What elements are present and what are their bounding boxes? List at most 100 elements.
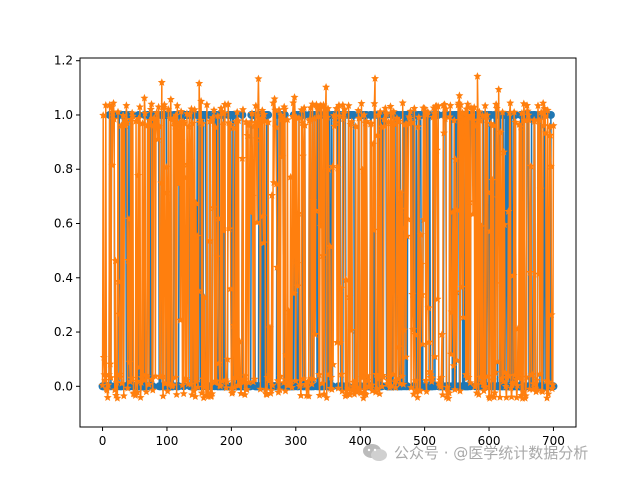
y-tick-label: 0.2 bbox=[54, 325, 73, 339]
predicted-point bbox=[534, 269, 543, 278]
predicted-point bbox=[421, 376, 430, 384]
predicted-point bbox=[483, 110, 492, 119]
predicted-point bbox=[109, 98, 118, 107]
predicted-point bbox=[367, 380, 376, 389]
predicted-point bbox=[219, 226, 228, 235]
predicted-point bbox=[389, 370, 398, 378]
predicted-point bbox=[410, 104, 419, 112]
series-predicted bbox=[98, 72, 558, 402]
predicted-point bbox=[315, 391, 324, 399]
predicted-point bbox=[162, 162, 171, 171]
predicted-point bbox=[177, 136, 186, 145]
predicted-point bbox=[219, 120, 227, 129]
predicted-point bbox=[543, 393, 552, 402]
predicted-point bbox=[448, 270, 457, 278]
predicted-point bbox=[127, 374, 136, 382]
y-tick-label: 1.0 bbox=[54, 108, 73, 122]
predicted-point bbox=[351, 377, 360, 386]
predicted-point bbox=[354, 106, 363, 114]
predicted-point bbox=[502, 393, 511, 401]
predicted-point bbox=[247, 206, 256, 215]
predicted-point bbox=[547, 310, 556, 319]
predicted-point bbox=[115, 370, 124, 378]
predicted-point bbox=[522, 372, 531, 381]
x-tick-label: 600 bbox=[478, 434, 501, 448]
predicted-point bbox=[396, 188, 405, 197]
predicted-point bbox=[528, 370, 537, 378]
predicted-point bbox=[359, 393, 368, 402]
predicted-point bbox=[432, 145, 441, 154]
predicted-point bbox=[401, 352, 410, 361]
predicted-point bbox=[398, 98, 407, 107]
predicted-point bbox=[98, 381, 107, 389]
predicted-point bbox=[200, 377, 209, 386]
predicted-point bbox=[297, 105, 306, 114]
predicted-point bbox=[251, 101, 260, 110]
predicted-point bbox=[445, 388, 454, 397]
predicted-point bbox=[125, 358, 134, 366]
predicted-point bbox=[116, 373, 125, 381]
predicted-point bbox=[379, 373, 388, 381]
predicted-point bbox=[369, 225, 378, 234]
predicted-point bbox=[360, 110, 369, 119]
predicted-point bbox=[180, 118, 189, 127]
predicted-point bbox=[438, 330, 447, 338]
predicted-point bbox=[520, 116, 529, 124]
predicted-point bbox=[244, 378, 253, 386]
predicted-point bbox=[213, 111, 222, 120]
predicted-point bbox=[445, 112, 454, 121]
predicted-point bbox=[324, 165, 333, 174]
predicted-point bbox=[509, 271, 518, 279]
x-tick-label: 300 bbox=[284, 434, 307, 448]
predicted-point bbox=[99, 111, 108, 119]
predicted-point bbox=[103, 393, 112, 401]
predicted-point bbox=[132, 377, 141, 385]
predicted-point bbox=[543, 106, 552, 114]
predicted-point bbox=[423, 107, 432, 116]
predicted-point bbox=[533, 385, 542, 394]
predicted-point bbox=[163, 387, 172, 395]
predicted-point bbox=[226, 120, 235, 128]
predicted-point bbox=[189, 235, 198, 244]
predicted-point bbox=[200, 293, 209, 301]
predicted-point bbox=[155, 122, 164, 131]
predicted-point bbox=[138, 119, 147, 127]
predicted-point bbox=[228, 387, 237, 396]
predicted-point bbox=[391, 383, 400, 391]
predicted-point bbox=[456, 386, 465, 395]
predicted-point bbox=[212, 376, 221, 385]
predicted-point bbox=[186, 380, 195, 388]
predicted-point bbox=[481, 101, 490, 110]
predicted-point bbox=[407, 118, 416, 126]
predicted-point bbox=[314, 370, 323, 379]
predicted-point bbox=[304, 391, 313, 400]
predicted-point bbox=[191, 392, 200, 401]
predicted-point bbox=[448, 207, 457, 216]
predicted-point bbox=[418, 290, 427, 299]
predicted-point bbox=[468, 210, 477, 218]
predicted-point bbox=[325, 242, 334, 250]
predicted-point bbox=[336, 284, 345, 292]
predicted-point bbox=[148, 375, 157, 383]
predicted-point bbox=[390, 120, 399, 128]
predicted-point bbox=[322, 82, 331, 91]
predicted-point bbox=[293, 259, 302, 268]
predicted-point bbox=[266, 389, 275, 397]
predicted-point bbox=[400, 325, 408, 334]
predicted-point bbox=[140, 93, 149, 102]
predicted-point bbox=[398, 372, 407, 380]
predicted-point bbox=[492, 104, 501, 112]
predicted-point bbox=[218, 377, 227, 385]
predicted-point bbox=[255, 121, 264, 130]
predicted-point bbox=[209, 105, 218, 114]
predicted-point bbox=[168, 380, 177, 389]
predicted-point bbox=[417, 260, 426, 268]
predicted-point bbox=[289, 289, 298, 297]
predicted-point bbox=[306, 103, 315, 112]
predicted-point bbox=[457, 283, 466, 291]
predicted-point bbox=[294, 209, 303, 217]
predicted-point bbox=[493, 357, 502, 366]
predicted-point bbox=[476, 116, 485, 125]
predicted-point bbox=[537, 108, 546, 116]
predicted-point bbox=[254, 74, 263, 83]
